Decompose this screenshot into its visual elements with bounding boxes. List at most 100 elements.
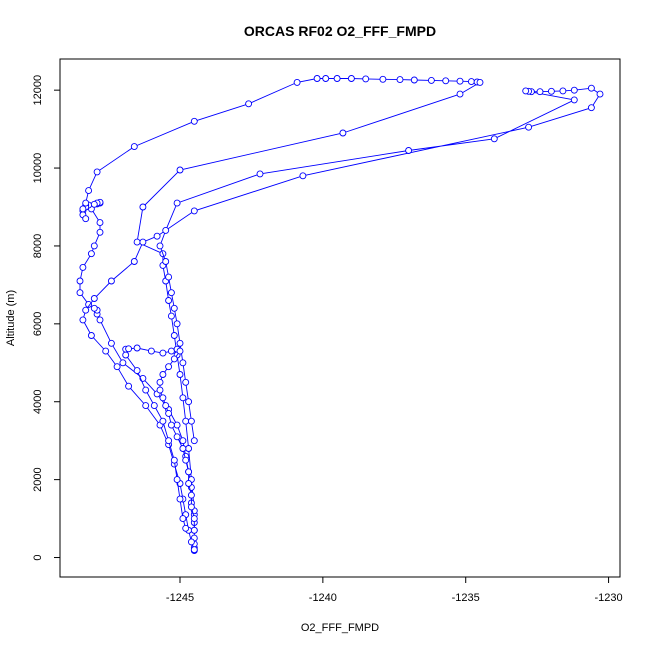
data-point <box>162 402 170 410</box>
data-point <box>179 515 187 523</box>
data-point <box>190 207 198 215</box>
data-point <box>165 363 173 371</box>
data-point <box>130 143 138 151</box>
data-point <box>467 78 475 86</box>
data-point <box>167 421 175 429</box>
data-point <box>96 316 104 324</box>
data-point <box>90 295 98 302</box>
data-point <box>179 445 187 452</box>
data-point <box>427 76 435 84</box>
data-point <box>587 104 595 112</box>
y-tick-label: 0 <box>32 554 44 560</box>
data-point <box>173 476 181 484</box>
data-point <box>107 277 115 285</box>
data-point <box>165 409 173 417</box>
data-point <box>456 90 464 98</box>
data-point <box>165 437 173 445</box>
x-tick-label: -1240 <box>309 592 337 604</box>
data-point <box>347 75 355 82</box>
data-point <box>113 363 121 371</box>
data-point <box>396 76 404 84</box>
data-point <box>130 258 138 265</box>
data-point <box>176 347 184 355</box>
data-point <box>122 351 130 359</box>
data-point <box>339 129 347 137</box>
data-point <box>187 538 195 546</box>
data-point <box>167 312 175 320</box>
y-tick-label: 10000 <box>32 153 44 184</box>
x-axis-label: O2_FFF_FMPD <box>301 622 379 634</box>
data-point <box>87 332 95 339</box>
data-point <box>547 87 555 95</box>
data-point <box>596 90 604 98</box>
data-point <box>333 75 341 82</box>
data-point <box>153 232 161 240</box>
y-tick-label: 8000 <box>32 234 44 258</box>
data-point <box>536 88 544 96</box>
data-point <box>362 75 370 83</box>
data-point <box>139 203 147 211</box>
data-point <box>405 147 413 154</box>
data-point <box>79 263 87 271</box>
data-point <box>87 250 95 258</box>
x-tick-label: -1245 <box>166 592 194 604</box>
data-point <box>167 289 175 297</box>
data-point <box>90 200 98 208</box>
data-point <box>185 468 193 476</box>
data-point <box>125 382 133 390</box>
data-point <box>190 546 198 554</box>
data-point <box>587 84 595 92</box>
data-point <box>190 526 198 534</box>
data-point <box>187 417 195 425</box>
data-point <box>182 378 190 386</box>
data-point <box>165 273 173 281</box>
data-point <box>162 226 170 234</box>
data-point <box>185 445 193 452</box>
data-point <box>522 87 530 95</box>
data-point <box>185 480 193 487</box>
data-point <box>293 78 301 86</box>
data-point <box>190 437 198 445</box>
data-point <box>90 242 98 250</box>
data-point <box>187 503 195 511</box>
data-point <box>76 289 84 297</box>
data-point <box>93 168 101 176</box>
data-point <box>456 77 464 85</box>
data-point <box>156 242 164 250</box>
data-point <box>525 123 533 131</box>
data-point <box>245 100 253 108</box>
data-point <box>179 394 187 402</box>
data-point <box>170 355 178 363</box>
series-layer <box>76 75 604 554</box>
data-point <box>159 371 167 378</box>
y-tick-label: 6000 <box>32 312 44 336</box>
data-point <box>133 367 141 375</box>
data-point <box>179 359 187 367</box>
y-axis-label: Altitude (m) <box>5 290 17 346</box>
data-point <box>182 524 190 532</box>
data-point <box>176 495 184 503</box>
data-point <box>85 187 93 195</box>
data-point <box>173 433 181 441</box>
data-point <box>133 238 141 246</box>
data-point <box>176 339 184 347</box>
data-point <box>90 304 98 312</box>
data-point <box>142 386 150 394</box>
x-axis: -1245 -1240 -1235 -1230 <box>166 577 623 604</box>
data-point <box>176 371 184 378</box>
data-point <box>150 402 158 410</box>
data-point <box>82 199 90 207</box>
data-point <box>170 304 178 312</box>
y-tick-label: 2000 <box>32 467 44 491</box>
data-point <box>476 78 484 86</box>
data-point <box>173 199 181 207</box>
data-point <box>147 347 155 355</box>
data-point <box>76 277 84 285</box>
data-point <box>190 515 198 523</box>
y-tick-label: 4000 <box>32 389 44 413</box>
data-point <box>182 417 190 425</box>
data-point <box>159 417 167 425</box>
data-point <box>176 166 184 174</box>
data-point <box>79 316 87 324</box>
data-point <box>85 300 93 308</box>
